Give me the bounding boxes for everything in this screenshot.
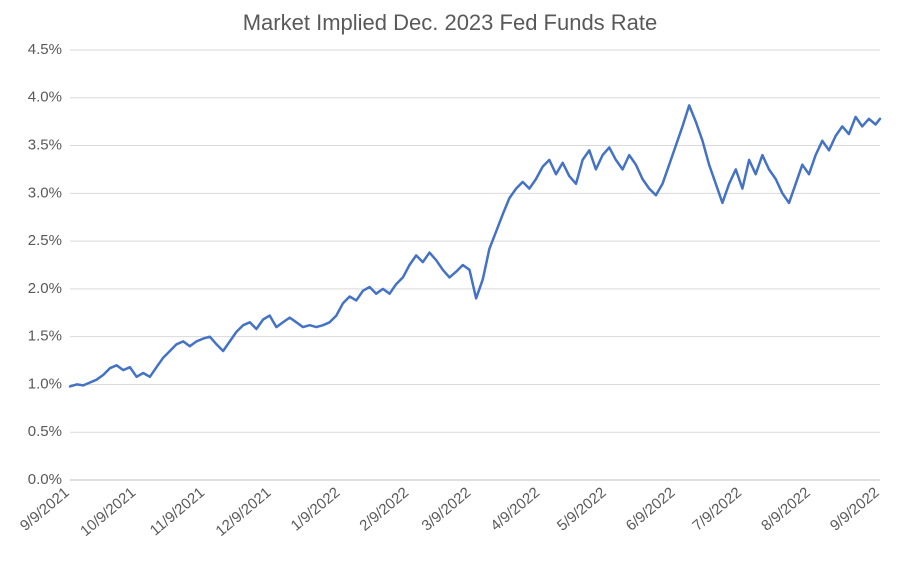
- y-axis: 0.0% 0.5% 1.0% 1.5% 2.0% 2.5% 3.0% 3.5% 4.0% 4.5%: [28, 41, 62, 488]
- x-tick-label: 12/9/2021: [212, 484, 274, 540]
- y-tick-label: 0.0%: [28, 471, 62, 488]
- x-tick-label: 4/9/2022: [487, 484, 543, 535]
- y-tick-label: 1.0%: [28, 375, 62, 392]
- x-tick-label: 2/9/2022: [356, 484, 412, 535]
- y-tick-label: 2.0%: [28, 280, 62, 297]
- chart-container: Market Implied Dec. 2023 Fed Funds Rate …: [0, 0, 900, 566]
- y-tick-label: 0.5%: [28, 423, 62, 440]
- y-tick-label: 3.5%: [28, 137, 62, 154]
- x-tick-label: 3/9/2022: [419, 484, 475, 535]
- x-tick-label: 8/9/2022: [758, 484, 814, 535]
- x-tick-label: 1/9/2022: [288, 484, 344, 535]
- series-line-implied_rate: [70, 105, 880, 386]
- x-tick-label: 7/9/2022: [689, 484, 745, 535]
- x-axis: 9/9/202110/9/202111/9/202112/9/2021 1/9/2…: [17, 484, 883, 540]
- x-tick-label: 11/9/2021: [147, 484, 208, 539]
- x-tick-label: 5/9/2022: [554, 484, 610, 535]
- x-tick-label: 9/9/2022: [827, 484, 883, 535]
- x-tick-label: 9/9/2021: [17, 484, 73, 535]
- series-group: [70, 105, 880, 386]
- y-tick-label: 3.0%: [28, 184, 62, 201]
- y-tick-label: 2.5%: [28, 232, 62, 249]
- y-tick-label: 4.5%: [28, 41, 62, 58]
- y-tick-label: 1.5%: [28, 328, 62, 345]
- y-tick-label: 4.0%: [28, 89, 62, 106]
- gridlines: [70, 50, 880, 480]
- x-tick-label: 6/9/2022: [623, 484, 679, 535]
- x-tick-label: 10/9/2021: [77, 484, 139, 540]
- line-chart: 0.0% 0.5% 1.0% 1.5% 2.0% 2.5% 3.0% 3.5% 4.0% 4.5%…: [0, 0, 900, 566]
